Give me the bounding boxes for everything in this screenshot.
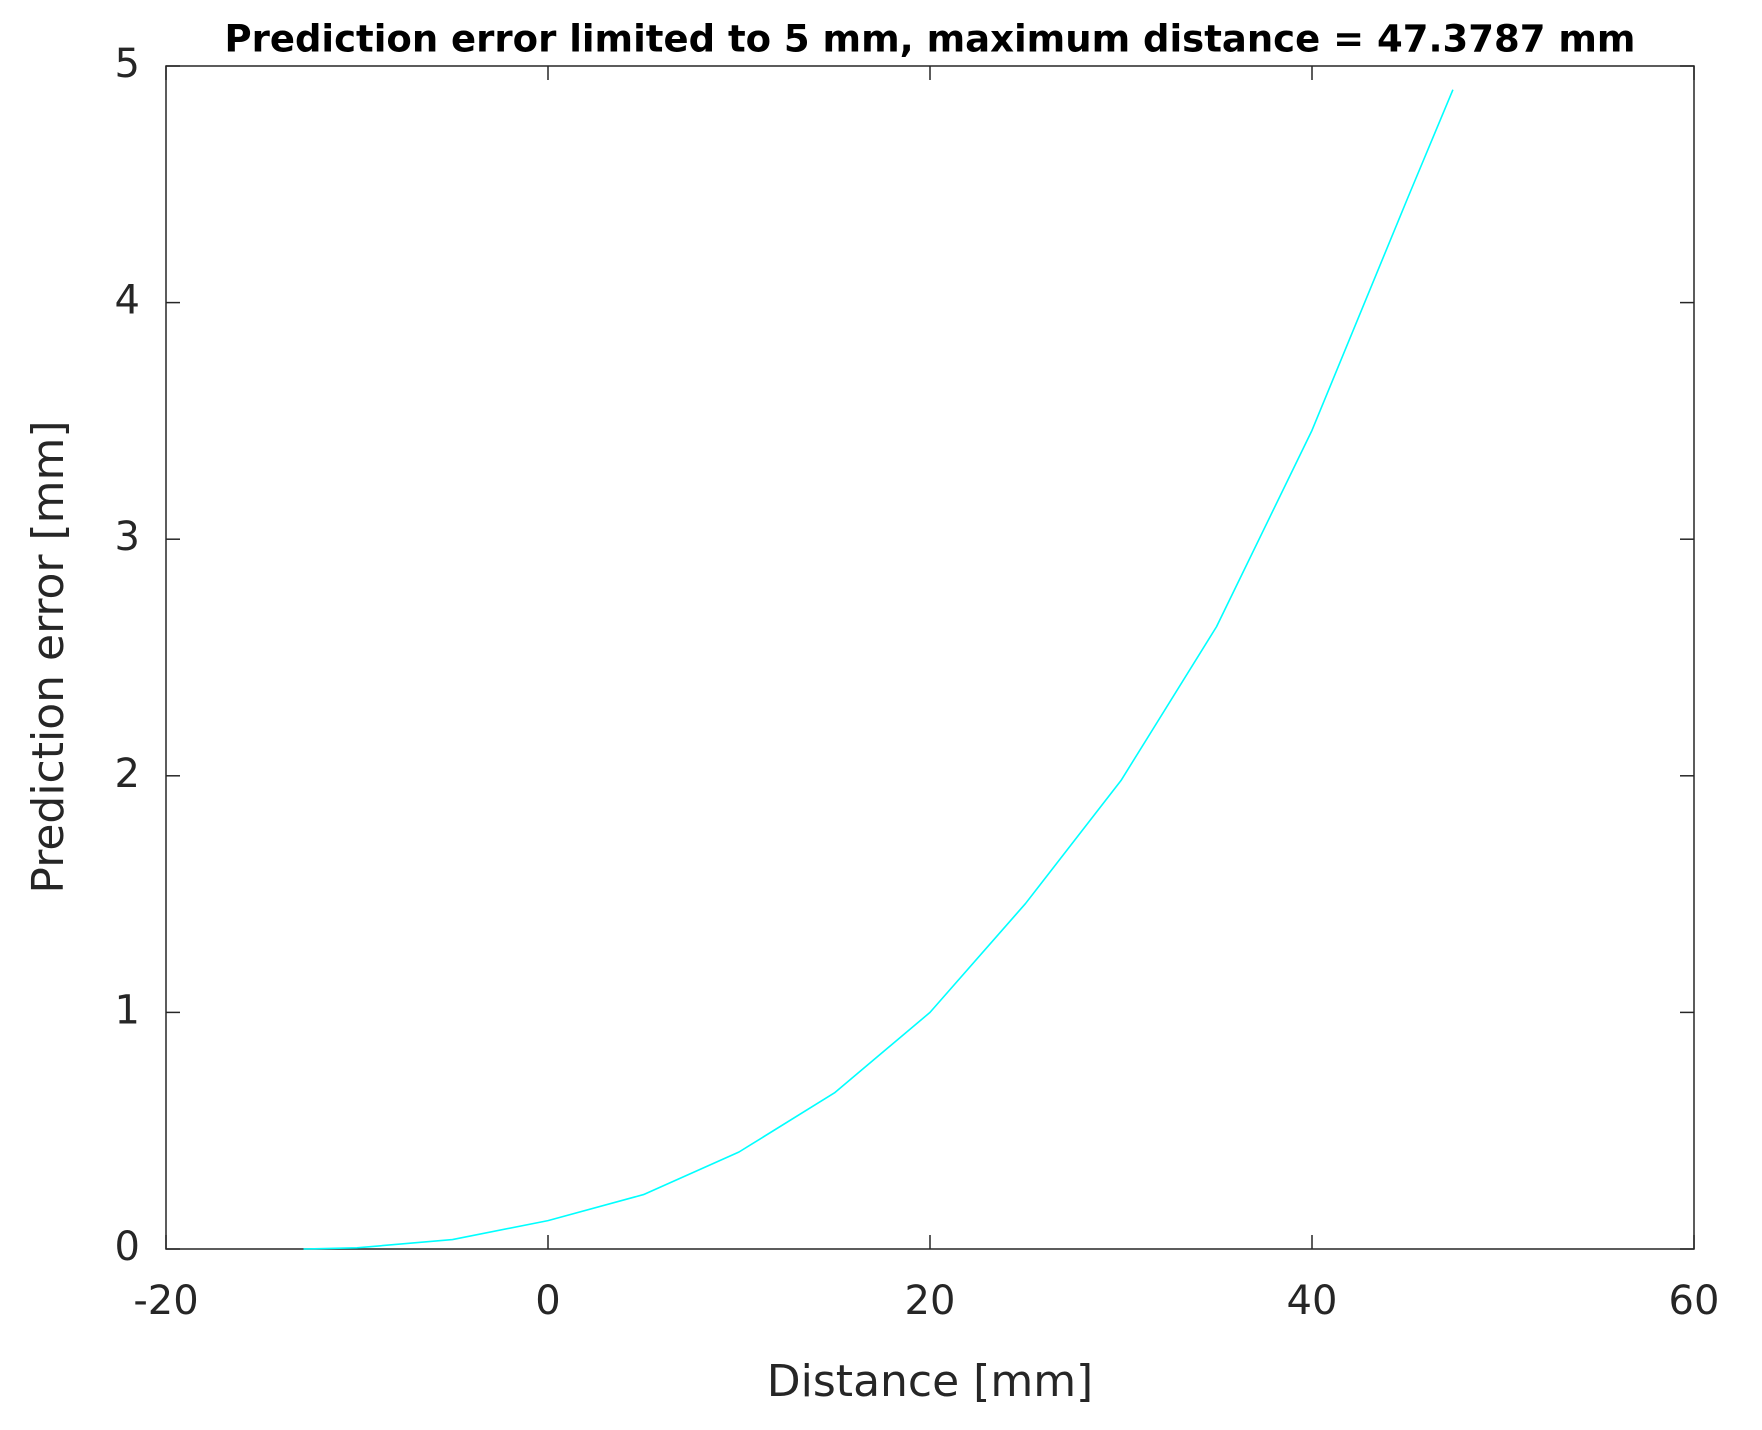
y-tick-label: 4 [115,278,140,324]
y-tick-label: 1 [115,987,140,1033]
chart-title: Prediction error limited to 5 mm, maximu… [224,18,1635,61]
x-tick-label: -20 [133,1278,198,1324]
x-tick-label: 40 [1287,1278,1338,1324]
x-axis-label: Distance [mm] [767,1356,1093,1407]
line [303,89,1454,1250]
x-tick-label: 0 [535,1278,560,1324]
x-tick-label: 20 [905,1278,956,1324]
y-tick-label: 2 [115,751,140,797]
y-axis-label: Prediction error [mm] [23,420,74,893]
y-tick-label: 3 [115,514,140,560]
y-tick-label: 5 [115,41,140,87]
x-tick-label: 60 [1669,1278,1720,1324]
y-tick-label: 0 [115,1224,140,1270]
